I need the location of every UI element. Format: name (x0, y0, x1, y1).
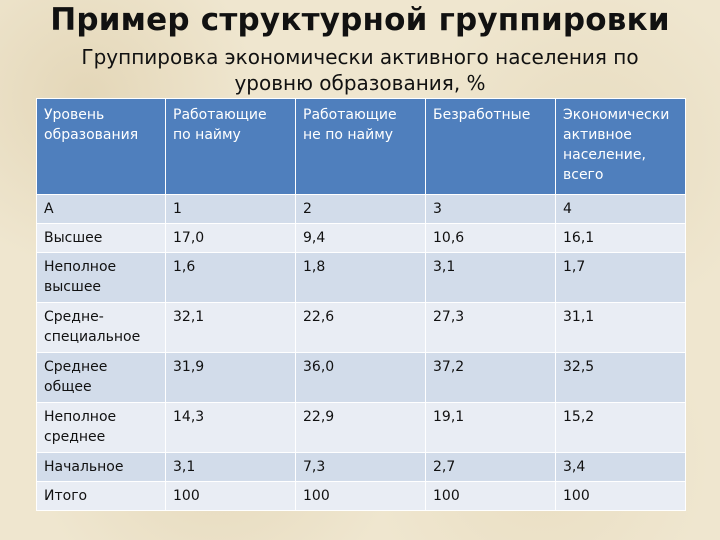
table-cell: 2,7 (425, 452, 556, 482)
table-row: Итого 100 100 100 100 (36, 481, 686, 511)
table-cell: 32,5 (555, 352, 686, 403)
table-cell: 19,1 (425, 402, 556, 453)
table-cell: 15,2 (555, 402, 686, 453)
row-label: Высшее (36, 223, 166, 253)
row-label: Неполное среднее (36, 402, 166, 453)
table-cell: 3,1 (165, 452, 296, 482)
header-employed: Работающие по найму (165, 98, 296, 195)
table-cell: 1,7 (555, 252, 686, 303)
header-unemployed: Безработные (425, 98, 556, 195)
table-cell: 100 (425, 481, 556, 511)
table-cell: 10,6 (425, 223, 556, 253)
slide-subtitle: Группировка экономически активного насел… (81, 45, 639, 95)
table-cell: 100 (165, 481, 296, 511)
table-cell: 9,4 (295, 223, 426, 253)
row-label: А (36, 194, 166, 224)
header-total-active: Экономически активное население, всего (555, 98, 686, 195)
table-cell: 2 (295, 194, 426, 224)
table-row: Среднее общее 31,9 36,0 37,2 32,5 (36, 352, 686, 403)
table-row: Начальное 3,1 7,3 2,7 3,4 (36, 452, 686, 482)
table-cell: 27,3 (425, 302, 556, 353)
row-label: Итого (36, 481, 166, 511)
table-cell: 37,2 (425, 352, 556, 403)
education-table: Уровень образования Работающие по найму … (36, 98, 686, 511)
row-label: Средне-специальное (36, 302, 166, 353)
table-cell: 1,8 (295, 252, 426, 303)
table-cell: 22,9 (295, 402, 426, 453)
header-education-level: Уровень образования (36, 98, 166, 195)
table-cell: 3,4 (555, 452, 686, 482)
table-cell: 1,6 (165, 252, 296, 303)
table-cell: 31,9 (165, 352, 296, 403)
table-cell: 36,0 (295, 352, 426, 403)
table-cell: 22,6 (295, 302, 426, 353)
table-cell: 3 (425, 194, 556, 224)
table-cell: 31,1 (555, 302, 686, 353)
table-cell: 16,1 (555, 223, 686, 253)
slide-title: Пример структурной группировки (50, 2, 670, 38)
table-cell: 7,3 (295, 452, 426, 482)
table-row: Средне-специальное 32,1 22,6 27,3 31,1 (36, 302, 686, 353)
table-cell: 1 (165, 194, 296, 224)
table-row: Высшее 17,0 9,4 10,6 16,1 (36, 223, 686, 253)
table-cell: 32,1 (165, 302, 296, 353)
header-self-employed: Работающие не по найму (295, 98, 426, 195)
table-cell: 100 (295, 481, 426, 511)
table-row: Неполное высшее 1,6 1,8 3,1 1,7 (36, 252, 686, 303)
table-row: А 1 2 3 4 (36, 194, 686, 224)
table-cell: 100 (555, 481, 686, 511)
table-cell: 4 (555, 194, 686, 224)
row-label: Среднее общее (36, 352, 166, 403)
table-row: Неполное среднее 14,3 22,9 19,1 15,2 (36, 402, 686, 453)
table-cell: 17,0 (165, 223, 296, 253)
row-label: Неполное высшее (36, 252, 166, 303)
table-cell: 3,1 (425, 252, 556, 303)
row-label: Начальное (36, 452, 166, 482)
table-cell: 14,3 (165, 402, 296, 453)
table-header-row: Уровень образования Работающие по найму … (36, 98, 686, 195)
